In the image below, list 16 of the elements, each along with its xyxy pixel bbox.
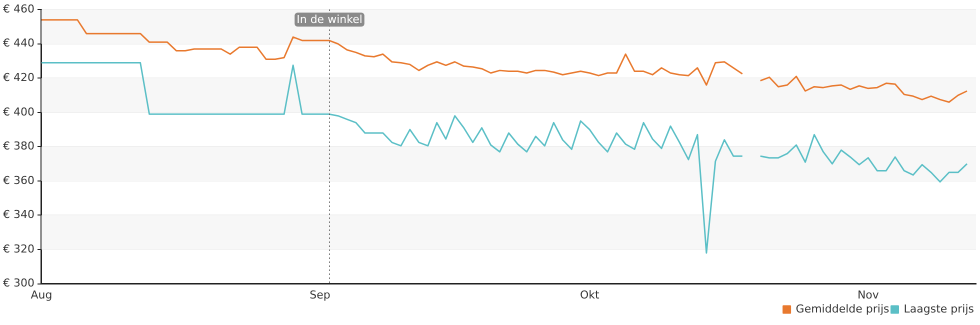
x-tick-label: Sep — [310, 288, 330, 302]
ref-line-label: In de winkel — [296, 12, 362, 26]
y-tick-label: € 400 — [2, 105, 34, 118]
legend-label: Gemiddelde prijs — [796, 302, 890, 316]
y-tick-label: € 460 — [2, 2, 34, 16]
x-tick-label: Aug — [30, 288, 52, 302]
y-tick-label: € 440 — [2, 36, 34, 50]
legend-label: Laagste prijs — [904, 302, 974, 316]
x-tick-label: Okt — [580, 288, 600, 302]
y-tick-label: € 320 — [2, 242, 34, 256]
y-tick-label: € 360 — [2, 174, 34, 187]
y-tick-label: € 340 — [2, 208, 34, 222]
y-tick-label: € 300 — [2, 276, 34, 290]
y-tick-label: € 380 — [2, 140, 34, 153]
y-tick-label: € 420 — [2, 71, 34, 84]
x-tick-label: Nov — [857, 288, 880, 302]
